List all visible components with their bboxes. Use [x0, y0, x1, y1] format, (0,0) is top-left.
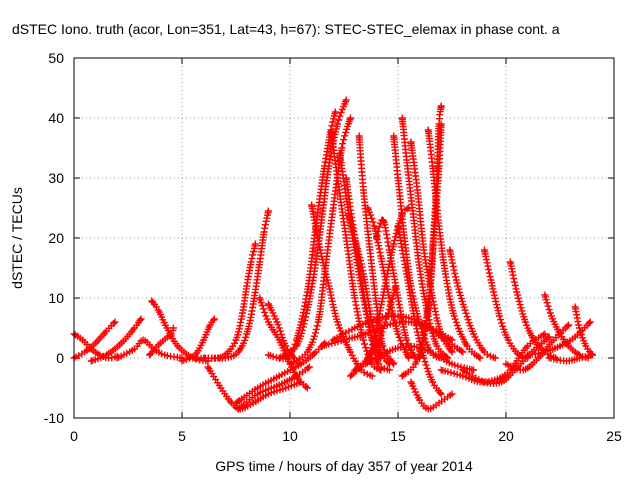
x-tick-label: 20	[498, 428, 514, 444]
series-markers	[416, 102, 445, 362]
series-37	[416, 102, 445, 362]
series-38	[446, 246, 499, 362]
y-tick-label: 20	[48, 230, 64, 246]
x-tick-label: 10	[282, 428, 298, 444]
series-2	[87, 315, 145, 365]
series-markers	[437, 330, 549, 386]
series-markers	[545, 351, 596, 365]
series-markers	[232, 339, 329, 407]
series-5	[146, 324, 177, 359]
series-markers	[113, 336, 186, 362]
series-markers	[407, 378, 456, 413]
series-43	[437, 330, 549, 386]
x-tick-label: 0	[70, 428, 78, 444]
series-11	[232, 339, 329, 407]
series-markers	[524, 318, 594, 359]
y-axis-label: dSTEC / TECUs	[9, 187, 25, 289]
y-tick-label: 40	[48, 110, 64, 126]
series-39	[480, 246, 532, 362]
series-markers	[146, 324, 177, 359]
series-46	[524, 318, 594, 359]
series-35	[407, 378, 456, 413]
x-tick-label: 15	[390, 428, 406, 444]
series-10	[234, 363, 313, 413]
series-47	[545, 351, 596, 365]
x-tick-label: 25	[606, 428, 622, 444]
series-markers	[256, 294, 311, 392]
series-3	[113, 336, 186, 362]
series-7	[189, 240, 259, 362]
series-markers	[480, 246, 532, 362]
chart-title: dSTEC Iono. truth (acor, Lon=351, Lat=43…	[12, 21, 560, 37]
y-tick-label: 10	[48, 290, 64, 306]
x-axis-label: GPS time / hours of day 357 of year 2014	[215, 458, 473, 474]
axis-ticks: 0 5 10 15 20 25 -10 0 10 20 30 40 50	[44, 50, 622, 444]
series-markers	[234, 363, 313, 413]
x-tick-label: 5	[178, 428, 186, 444]
plot-area	[70, 96, 596, 413]
y-tick-label: -10	[44, 410, 64, 426]
series-markers	[200, 207, 272, 362]
plot-frame	[73, 57, 615, 419]
y-tick-label: 50	[48, 50, 64, 66]
series-8	[200, 207, 272, 362]
series-markers	[446, 246, 499, 362]
series-12	[256, 294, 311, 392]
series-markers	[87, 315, 145, 365]
y-tick-label: 30	[48, 170, 64, 186]
y-tick-label: 0	[56, 350, 64, 366]
series-markers	[189, 240, 259, 362]
